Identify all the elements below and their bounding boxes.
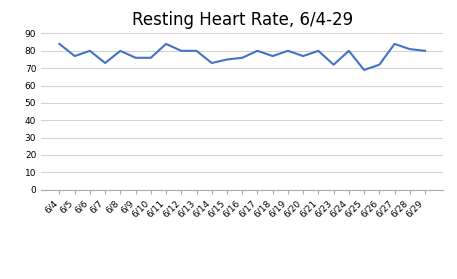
Title: Resting Heart Rate, 6/4-29: Resting Heart Rate, 6/4-29 [132,11,353,29]
